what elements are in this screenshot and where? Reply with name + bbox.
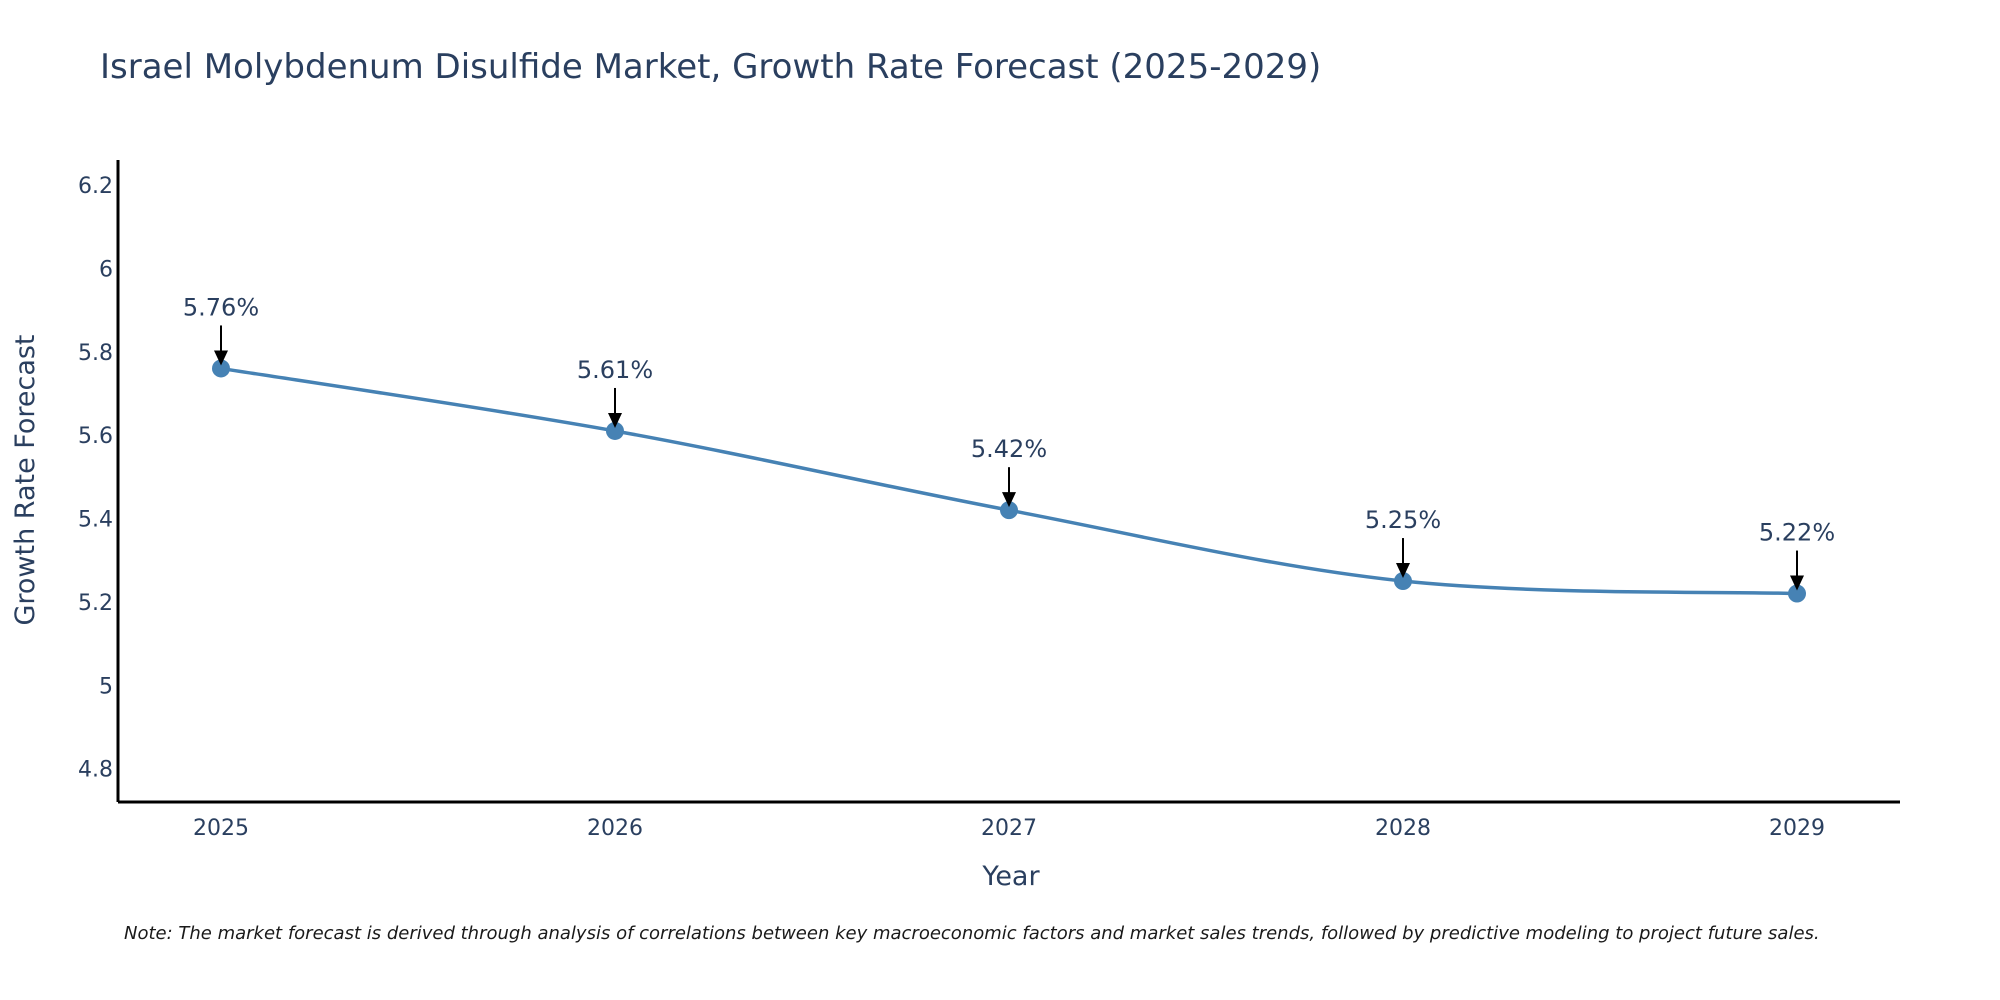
data-point[interactable] [606, 421, 624, 440]
y-tick-label: 5.4 [78, 508, 113, 533]
data-label: 5.61% [577, 356, 653, 384]
x-tick-label: 2029 [1769, 816, 1825, 841]
annotation-arrow-head [214, 350, 228, 366]
x-tick-label: 2026 [587, 816, 643, 841]
data-label: 5.25% [1365, 506, 1441, 534]
data-label: 5.22% [1759, 519, 1835, 547]
y-tick-label: 5 [99, 674, 113, 699]
y-axis-title: Growth Rate Forecast [10, 334, 41, 625]
data-point[interactable] [1788, 584, 1806, 603]
y-tick-label: 5.2 [78, 591, 113, 616]
data-point[interactable] [212, 359, 230, 378]
annotation-arrow-head [608, 412, 622, 428]
y-tick-label: 4.8 [78, 758, 113, 783]
annotation-arrow-head [1790, 575, 1804, 591]
x-tick-label: 2028 [1375, 816, 1431, 841]
y-tick-label: 5.8 [78, 341, 113, 366]
x-tick-label: 2025 [193, 816, 249, 841]
annotation-arrow-head [1002, 492, 1016, 508]
chart-title: Israel Molybdenum Disulfide Market, Grow… [100, 47, 1321, 87]
data-point[interactable] [1000, 501, 1018, 520]
x-tick-label: 2027 [981, 816, 1037, 841]
data-label: 5.42% [971, 435, 1047, 463]
y-tick-label: 6 [99, 257, 113, 282]
footnote: Note: The market forecast is derived thr… [124, 923, 1820, 944]
data-label: 5.76% [183, 293, 259, 321]
x-axis-title: Year [981, 861, 1040, 892]
y-tick-label: 6.2 [78, 174, 113, 199]
data-point[interactable] [1394, 572, 1412, 591]
y-tick-label: 5.6 [78, 424, 113, 449]
annotation-arrow-head [1396, 563, 1410, 579]
